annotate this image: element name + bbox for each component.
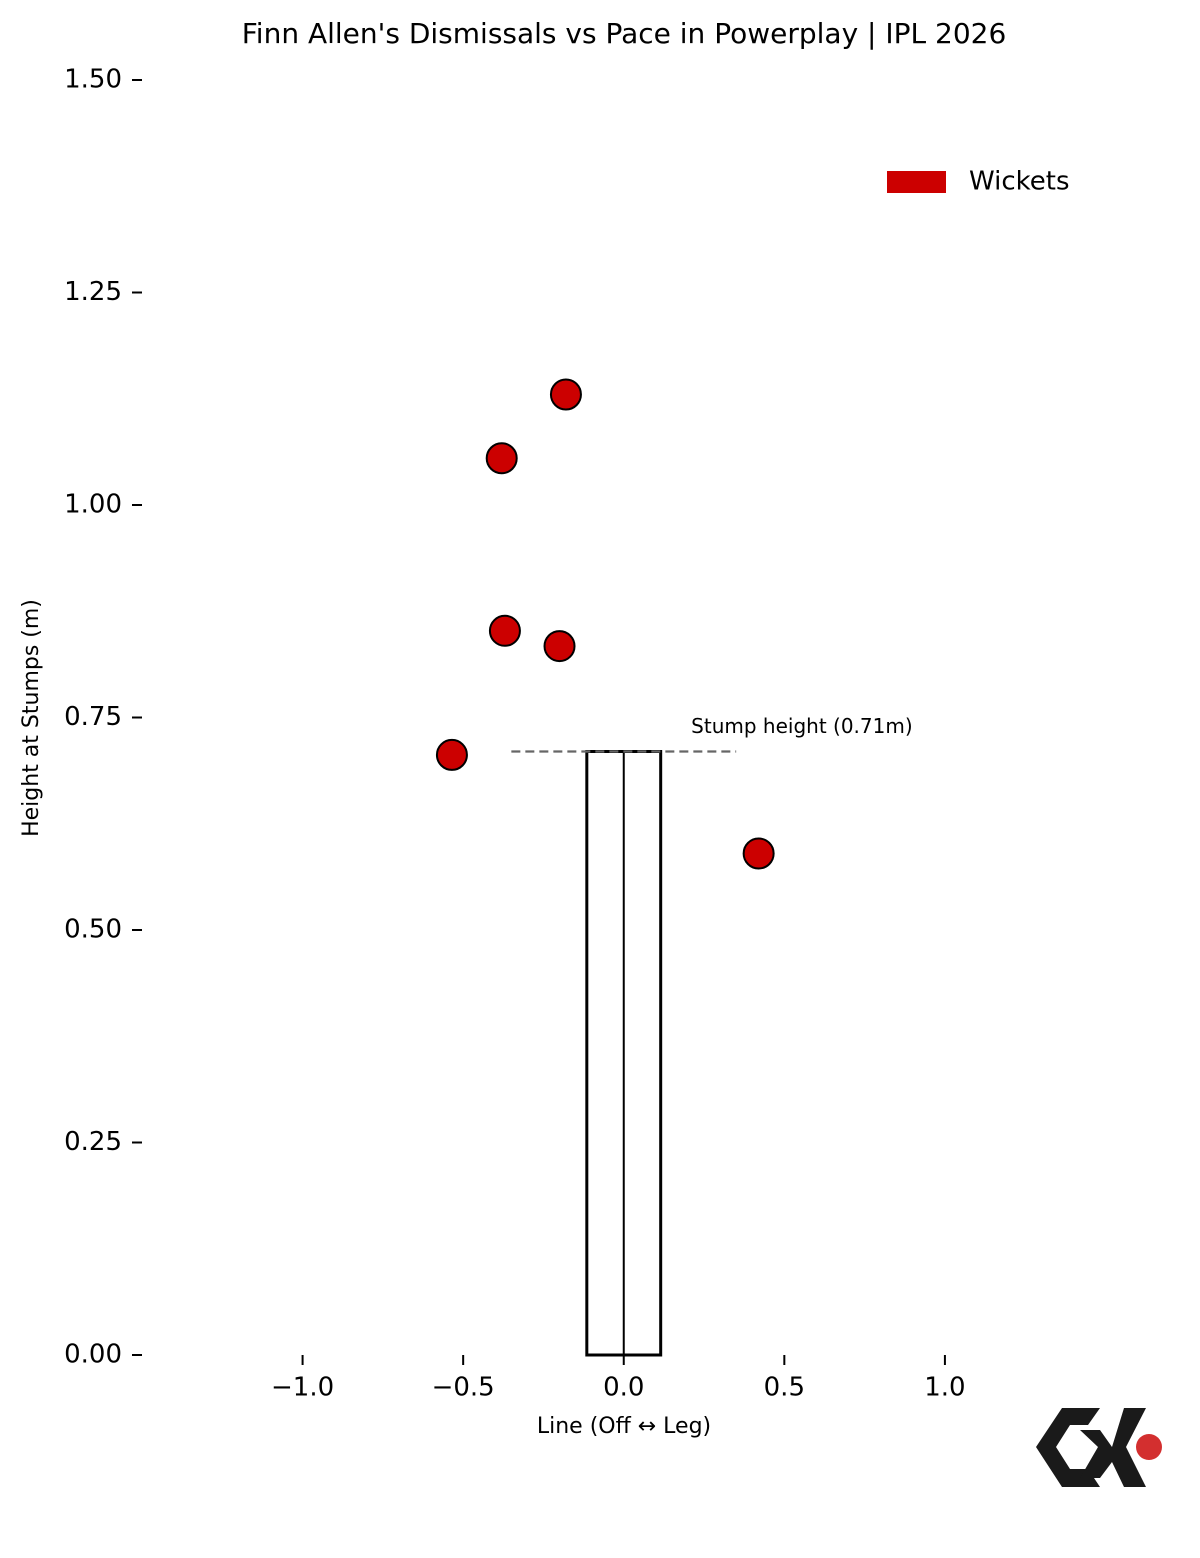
- wicket-point: [742, 837, 775, 870]
- y-tick-label: 1.50: [64, 65, 122, 95]
- reference-label: Stump height (0.71m): [691, 714, 912, 738]
- wicket-point: [488, 614, 521, 647]
- y-axis-label: Height at Stumps (m): [19, 599, 44, 837]
- x-tick-label: −1.0: [271, 1373, 334, 1403]
- y-tick-label: 0.75: [64, 702, 122, 732]
- y-tick-label: 0.50: [64, 915, 122, 945]
- y-tick-label: 0.00: [64, 1340, 122, 1370]
- y-tick-label: 1.00: [64, 490, 122, 520]
- y-tick-label: 0.25: [64, 1127, 122, 1157]
- logo: [1036, 1408, 1162, 1487]
- wicket-point: [549, 378, 582, 411]
- legend-swatch: [887, 171, 946, 193]
- x-tick-label: −0.5: [432, 1373, 495, 1403]
- x-tick-label: 1.0: [924, 1373, 965, 1403]
- x-tick-label: 0.5: [764, 1373, 805, 1403]
- wicket-point: [435, 738, 468, 771]
- wicket-point: [543, 630, 576, 663]
- chart-title: Finn Allen's Dismissals vs Pace in Power…: [242, 17, 1007, 50]
- x-axis-label: Line (Off ↔ Leg): [537, 1414, 711, 1439]
- wicket-point: [485, 442, 518, 475]
- y-tick-label: 1.25: [64, 277, 122, 307]
- legend-label: Wickets: [969, 167, 1070, 197]
- x-tick-label: 0.0: [603, 1373, 644, 1403]
